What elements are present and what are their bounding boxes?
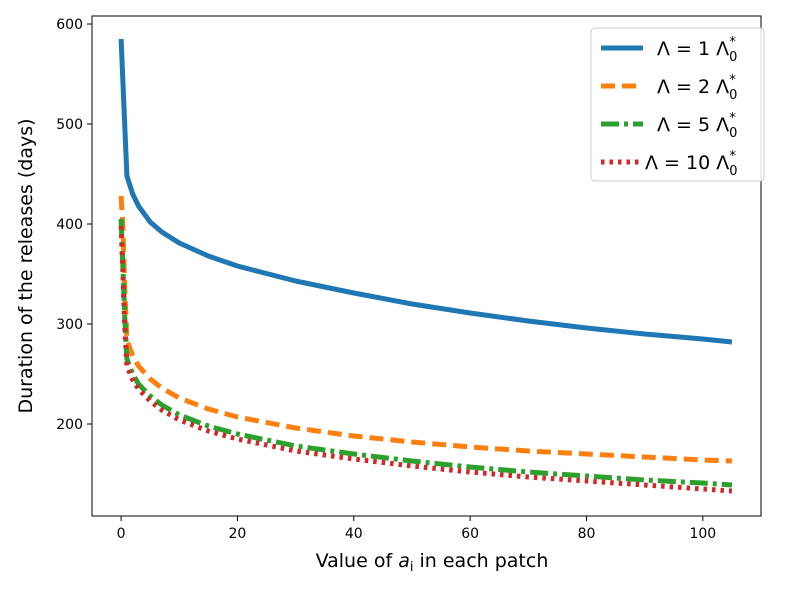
x-axis-title: Value of ai in each patch [316,550,549,575]
series-line-1 [118,38,733,345]
y-axis-title: Duration of the releases (days) [15,118,37,413]
x-tick-label: 100 [689,526,716,542]
legend-label-series-2: Λ = 2 Λ0* [657,73,737,103]
y-tick-label: 400 [56,217,83,233]
y-tick-label: 600 [56,17,83,33]
y-tick-label: 500 [56,117,83,133]
y-axis: 200 300 400 500 600 [56,17,92,433]
plot-frame [91,15,762,517]
plot-area [118,38,733,494]
series-line-4 [118,225,733,494]
x-tick-label: 80 [578,526,596,542]
legend-label-series-4: Λ = 10 Λ0* [645,149,738,179]
legend-label-series-3: Λ = 5 Λ0* [657,111,737,141]
legend: Λ = 1 Λ0* Λ = 2 Λ0* Λ = 5 Λ0* Λ = 10 Λ0* [590,27,765,182]
y-tick-label: 300 [56,317,83,333]
x-tick-label: 40 [345,526,363,542]
y-tick-label: 200 [56,417,83,433]
series-line-3 [118,218,733,488]
series-line-2 [118,195,732,464]
x-axis: 0 20 40 60 80 100 [117,516,716,542]
x-tick-label: 0 [117,526,126,542]
x-tick-label: 60 [461,526,479,542]
legend-box [590,27,765,182]
legend-label-series-1: Λ = 1 Λ0* [657,35,737,65]
x-tick-label: 20 [229,526,247,542]
